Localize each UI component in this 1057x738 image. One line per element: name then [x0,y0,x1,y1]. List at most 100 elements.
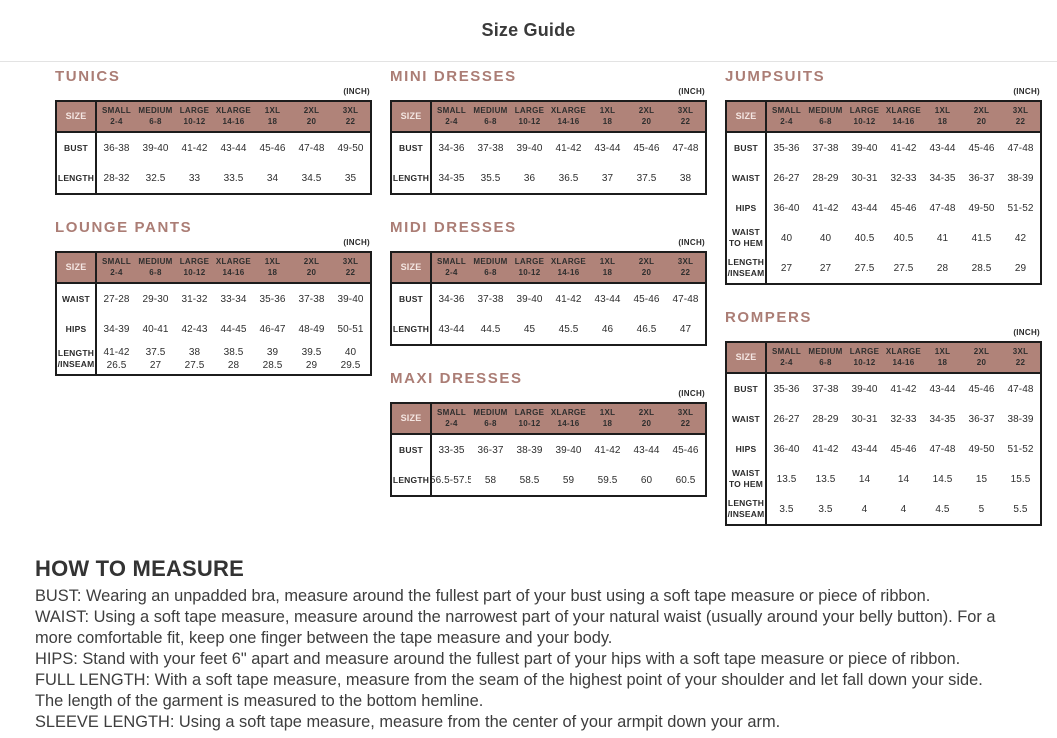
table-cell: 13.5 [776,473,797,485]
table-cell: 34-35 [929,413,956,425]
table-row: BUST 34-36 37-38 39-40 41-42 43-44 45-46 47-48 [392,133,705,163]
size-column-header: XLARGE 14-16 [885,347,922,367]
size-column-header: 3XL 22 [342,106,359,126]
table-cell: 37-38 [477,142,504,154]
table-cell: 49-50 [968,443,995,455]
table-cell: 47-48 [672,293,699,305]
size-header-label: SIZE [727,102,767,131]
size-table-section: MINI DRESSES (INCH) SIZE SMALL 2-4 MEDIUM 6-… [390,68,707,195]
table-cell: 43-44 [929,142,956,154]
size-column-header: MEDIUM 6-8 [138,257,173,277]
table-cell: 45-46 [890,202,917,214]
row-label: LENGTH/INSEAM [727,253,767,283]
measure-instruction-line: BUST: Wearing an unpadded bra, measure a… [35,587,931,605]
size-column-header: XLARGE 14-16 [550,257,587,277]
table-cell: 58 [484,474,497,486]
unit-label: (INCH) [1013,328,1040,337]
table-cell: 34-36 [438,142,465,154]
table-cell: 46.5 [636,323,657,335]
table-cell: 28 [936,262,949,274]
table-cell: 38.5 28 [223,347,244,371]
size-table-section: MIDI DRESSES (INCH) SIZE SMALL 2-4 MEDIUM 6-… [390,219,707,346]
table-cell: 34-39 [103,323,130,335]
table-row: HIPS 36-40 41-42 43-44 45-46 47-48 49-50 51-52 [727,193,1040,223]
unit-label: (INCH) [678,389,705,398]
table-row: LENGTH 28-32 32.5 33 33.5 34 34.5 35 [57,163,370,193]
table-cell: 4.5 [935,503,950,515]
table-cell: 31-32 [181,293,208,305]
size-column-header: LARGE 10-12 [514,106,545,126]
table-header-row: SIZE SMALL 2-4 MEDIUM 6-8 LARGE 10-12 XLARGE 14-… [727,343,1040,374]
table-cell: 3.5 [779,503,794,515]
table-row: BUST 33-35 36-37 38-39 39-40 41-42 43-44 45-46 [392,435,705,465]
table-row: WAIST TO HEM 40 40 40.5 40.5 41 41.5 42 [727,223,1040,253]
page-header: Size Guide [0,0,1057,62]
table-cell: 40-41 [142,323,169,335]
table-row: LENGTH/INSEAM 27 27 27.5 27.5 28 28.5 29 [727,253,1040,283]
table-cell: 42-43 [181,323,208,335]
table-column: JUMPSUITS (INCH) SIZE SMALL 2-4 MEDIUM 6-8 LA… [725,64,1042,550]
table-cell: 35-36 [773,142,800,154]
table-row: WAIST 27-28 29-30 31-32 33-34 35-36 37-38 39-40 [57,284,370,314]
table-cell: 48-49 [298,323,325,335]
table-row: LENGTH 56.5-57.5 58 58.5 59 59.5 60 60.5 [392,465,705,495]
size-table-section: LOUNGE PANTS (INCH) SIZE SMALL 2-4 MEDIUM 6-… [55,219,372,376]
table-cell: 33-35 [438,444,465,456]
table-cell: 36-37 [968,172,995,184]
unit-label: (INCH) [678,87,705,96]
table-cell: 47-48 [298,142,325,154]
table-cell: 56.5-57.5 [432,474,471,486]
size-column-header: MEDIUM 6-8 [473,257,508,277]
table-cell: 45 [523,323,536,335]
table-cell: 37-38 [298,293,325,305]
table-cell: 43-44 [929,383,956,395]
size-column-header: SMALL 2-4 [101,257,132,277]
table-row: LENGTH/INSEAM 41-42 26.5 37.5 27 38 27.5 38.5 28… [57,344,370,374]
table-cell: 28-29 [812,413,839,425]
table-cell: 15.5 [1010,473,1031,485]
table-cell: 34-35 [438,172,465,184]
size-column-header: 2XL 20 [638,106,655,126]
row-label: BUST [727,133,767,163]
table-cell: 40.5 [893,232,914,244]
table-cell: 27 [819,262,832,274]
table-cell: 43-44 [594,293,621,305]
size-table-section: MAXI DRESSES (INCH) SIZE SMALL 2-4 MEDIUM 6-… [390,370,707,497]
size-column-header: LARGE 10-12 [514,408,545,428]
table-cell: 36-37 [968,413,995,425]
table-cell: 3.5 [818,503,833,515]
size-column-header: LARGE 10-12 [514,257,545,277]
table-cell: 45-46 [968,383,995,395]
how-to-measure-text: BUST: Wearing an unpadded bra, measure a… [35,586,1057,733]
size-table: SIZE SMALL 2-4 MEDIUM 6-8 LARGE 10-12 XLARGE 14-… [390,100,707,195]
table-cell: 45-46 [633,293,660,305]
table-cell: 43-44 [851,443,878,455]
size-column-header: MEDIUM 6-8 [473,106,508,126]
table-cell: 32.5 [145,172,166,184]
size-column-header: MEDIUM 6-8 [808,106,843,126]
size-column-header: LARGE 10-12 [849,106,880,126]
table-cell: 43-44 [851,202,878,214]
table-cell: 33-34 [220,293,247,305]
section-title: JUMPSUITS [725,68,826,85]
table-cell: 36-38 [103,142,130,154]
table-cell: 33 [188,172,201,184]
size-column-header: SMALL 2-4 [771,106,802,126]
size-column-header: XLARGE 14-16 [215,257,252,277]
table-cell: 38 27.5 [184,347,205,371]
table-cell: 27 [780,262,793,274]
table-cell: 38-39 [1007,413,1034,425]
table-header-row: SIZE SMALL 2-4 MEDIUM 6-8 LARGE 10-12 XLARGE 14-… [57,253,370,284]
unit-label: (INCH) [343,87,370,96]
row-label: WAIST [57,284,97,314]
table-cell: 50-51 [337,323,364,335]
table-cell: 37.5 27 [145,347,166,371]
table-cell: 34-36 [438,293,465,305]
size-tables-area: TUNICS (INCH) SIZE SMALL 2-4 MEDIUM 6-8 LARGE… [0,62,1057,550]
measure-instruction-line: WAIST: Using a soft tape measure, measur… [35,608,996,626]
table-cell: 41 [936,232,949,244]
size-table-section: TUNICS (INCH) SIZE SMALL 2-4 MEDIUM 6-8 LARGE… [55,68,372,195]
section-title: MIDI DRESSES [390,219,517,236]
measure-instruction-line: more comfortable fit, keep one finger be… [35,629,613,647]
size-column-header: MEDIUM 6-8 [808,347,843,367]
